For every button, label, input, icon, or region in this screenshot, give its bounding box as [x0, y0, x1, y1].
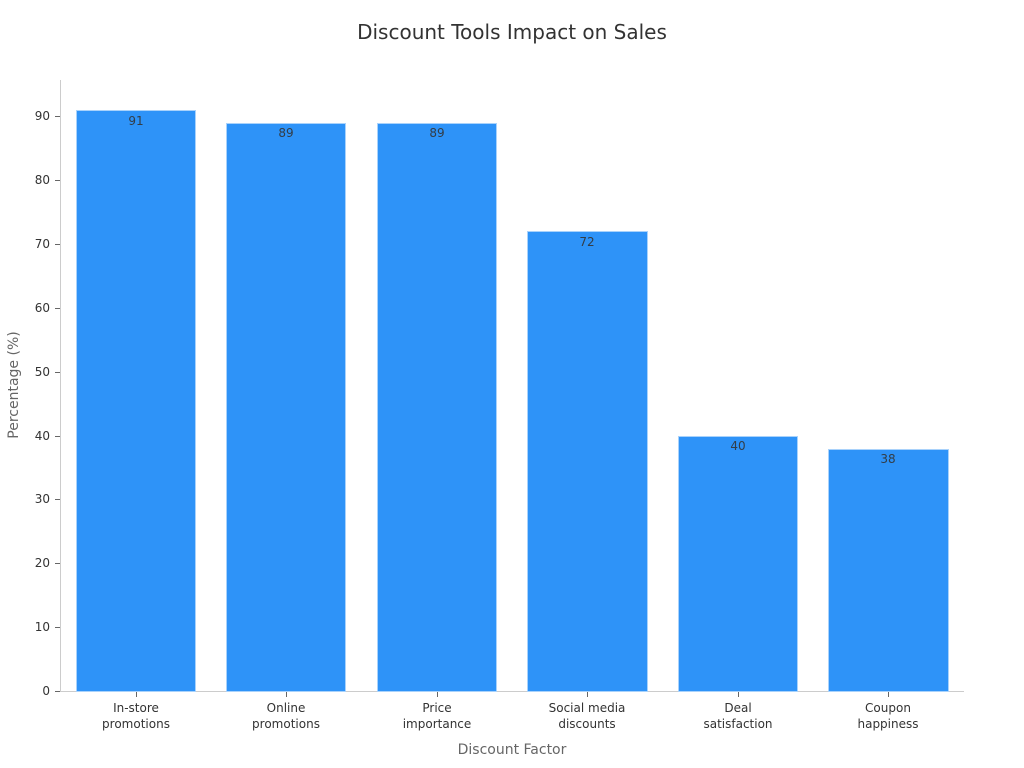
- y-tick-label: 90: [34, 109, 50, 123]
- y-tick-mark: [55, 499, 60, 500]
- y-tick-mark: [55, 627, 60, 628]
- y-tick-mark: [55, 372, 60, 373]
- x-tick-label: Coupon happiness: [857, 701, 919, 731]
- x-tick-mark: [888, 692, 889, 697]
- y-tick-mark: [55, 180, 60, 181]
- x-tick-mark: [136, 692, 137, 697]
- y-tick: 90: [0, 109, 60, 123]
- y-tick: 10: [0, 620, 60, 634]
- y-tick-mark: [55, 563, 60, 564]
- y-tick: 40: [0, 429, 60, 443]
- y-tick: 80: [0, 173, 60, 187]
- x-axis-label: Discount Factor: [457, 742, 567, 758]
- x-tick-mark: [738, 692, 739, 697]
- y-tick: 0: [0, 684, 60, 698]
- bar-value-label: 91: [128, 114, 144, 128]
- y-tick-mark: [55, 116, 60, 117]
- bar-value-label: 89: [429, 126, 445, 140]
- y-tick-label: 70: [34, 237, 50, 251]
- y-tick-label: 60: [34, 301, 50, 315]
- x-tick-mark: [437, 692, 438, 697]
- x-tick-label: In-store promotions: [102, 701, 170, 731]
- x-tick-label: Social media discounts: [548, 701, 626, 731]
- y-tick-label: 40: [34, 429, 50, 443]
- chart-title: Discount Tools Impact on Sales: [357, 20, 667, 44]
- y-tick-label: 10: [34, 620, 50, 634]
- y-tick-mark: [55, 436, 60, 437]
- x-tick-label: Deal satisfaction: [703, 701, 773, 731]
- y-tick-label: 20: [34, 556, 50, 570]
- bar-value-label: 72: [579, 235, 595, 249]
- y-tick-label: 50: [34, 365, 50, 379]
- y-tick-label: 0: [42, 684, 50, 698]
- bar-value-label: 89: [278, 126, 294, 140]
- x-tick-label: Price importance: [402, 701, 472, 731]
- x-axis-line: [60, 691, 964, 692]
- x-tick-mark: [587, 692, 588, 697]
- y-axis-label: Percentage (%): [6, 331, 22, 439]
- y-tick: 50: [0, 365, 60, 379]
- y-tick-label: 80: [34, 173, 50, 187]
- y-tick-mark: [55, 691, 60, 692]
- y-axis-line: [60, 80, 61, 692]
- y-tick: 20: [0, 556, 60, 570]
- bar-value-label: 40: [730, 439, 746, 453]
- bar-coupon-happiness: [828, 449, 949, 692]
- bar-online-promotions: [226, 123, 346, 692]
- y-tick-mark: [55, 244, 60, 245]
- bar-value-label: 38: [880, 452, 896, 466]
- y-tick: 60: [0, 301, 60, 315]
- x-tick-label: Online promotions: [252, 701, 320, 731]
- y-tick-label: 30: [34, 492, 50, 506]
- y-tick: 70: [0, 237, 60, 251]
- y-tick-mark: [55, 308, 60, 309]
- bar-deal-satisfaction: [678, 436, 798, 692]
- y-tick: 30: [0, 492, 60, 506]
- bar-in-store-promotions: [76, 110, 196, 692]
- bar-price-importance: [377, 123, 497, 692]
- bar-social-media-discounts: [527, 231, 648, 692]
- x-tick-mark: [286, 692, 287, 697]
